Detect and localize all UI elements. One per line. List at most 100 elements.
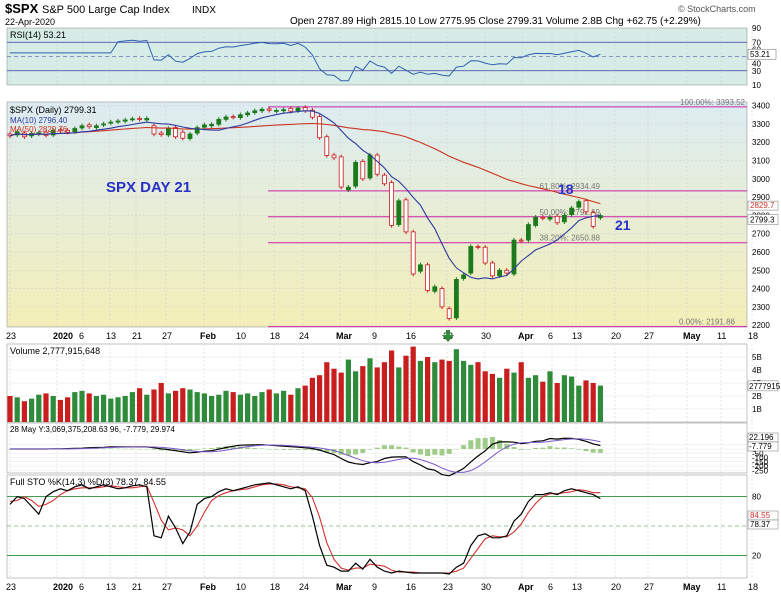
x-tick-label: 11 [717, 331, 726, 341]
volume-bar [230, 392, 236, 422]
macd-hist-bar [345, 449, 351, 456]
macd-tick-label: -100 [752, 454, 769, 463]
volume-bar [43, 393, 49, 422]
macd-hist-bar [583, 449, 589, 452]
ma50-legend: MA(50) 2829.76 [10, 125, 68, 134]
candle-body [410, 231, 416, 275]
macd-hist-bar [525, 449, 531, 450]
volume-bar [165, 393, 171, 422]
volume-bar [309, 377, 315, 422]
volume-bar [79, 390, 85, 422]
candle-body [374, 154, 380, 175]
candle-body [50, 129, 56, 136]
volume-bar [317, 375, 323, 422]
macd-hist-bar [561, 447, 567, 449]
x-tick-label-bottom: 18 [748, 582, 758, 592]
candle-body [324, 136, 330, 156]
candle-body [453, 279, 459, 319]
day-count-label: SPX DAY 21 [106, 179, 191, 196]
candle-body [345, 186, 351, 191]
count-21-label: 21 [615, 217, 631, 233]
volume-bar [590, 383, 596, 422]
x-tick-label-bottom: Apr [518, 582, 534, 592]
count-18-label: 18 [558, 181, 574, 197]
volume-bar [194, 392, 200, 422]
macd-tick-label: -250 [752, 466, 769, 475]
macd-hist-bar [360, 449, 366, 453]
x-tick-label: May [683, 331, 701, 341]
candle-body [108, 121, 114, 124]
volume-bar [547, 371, 553, 422]
rsi-tick-label: 40 [752, 60, 761, 69]
candle-body [309, 109, 315, 118]
candle-body [518, 239, 524, 242]
x-tick-label-bottom: 6 [79, 582, 84, 592]
macd-hist-bar [410, 449, 416, 453]
candle-body [439, 288, 445, 308]
sto-title: Full STO %K(14,3) %D(3) 78.37, 84.55 [10, 477, 166, 487]
candle-body [489, 262, 495, 277]
candle-body [223, 116, 229, 120]
x-tick-label: 16 [406, 331, 416, 341]
x-tick-label-bottom: 9 [372, 582, 377, 592]
volume-bar [295, 388, 301, 422]
volume-bar [576, 385, 582, 422]
candle-body [115, 120, 121, 123]
candle-body [65, 129, 70, 133]
macd-hist-bar [511, 447, 517, 449]
price-tick-label: 2400 [752, 285, 770, 294]
macd-hist-bar [446, 449, 452, 454]
volume-bar [223, 390, 229, 422]
volume-bar [173, 390, 179, 422]
candle-body [338, 156, 344, 188]
x-tick-label-bottom: 30 [481, 582, 491, 592]
x-tick-label: 18 [748, 331, 758, 341]
volume-bars [7, 346, 603, 422]
volume-tick-label: 5B [752, 353, 762, 362]
x-tick-label: 24 [299, 331, 309, 341]
macd-hist-bar [533, 447, 539, 449]
volume-bar [137, 388, 143, 422]
x-tick-label-bottom: 11 [717, 582, 726, 592]
index-name: S&P 500 Large Cap Index [42, 4, 170, 16]
volume-bar [360, 366, 366, 422]
fib-label: 61.80%: 2934.49 [540, 182, 601, 191]
candle-body [396, 200, 402, 225]
macd-title: 28 May Y:3,069,375,208.63 96, -7.779, 29… [10, 425, 175, 434]
macd-hist-bar [324, 449, 330, 453]
volume-bar [389, 350, 395, 422]
price-tick-label: 3400 [752, 102, 770, 111]
candle-body [569, 207, 574, 215]
volume-bar [122, 396, 128, 422]
ma-current-label: 2829.7 [750, 201, 775, 210]
ma-current-box [747, 200, 779, 211]
volume-bar [266, 389, 272, 422]
candle-body [381, 174, 387, 185]
candle-body [367, 154, 373, 179]
candle-body [216, 118, 222, 125]
rsi-panel [6, 27, 748, 86]
volume-bar [72, 392, 78, 422]
candle-body [295, 107, 301, 112]
volume-bar [14, 397, 20, 422]
volume-bar [554, 383, 560, 422]
chart-header: $SPX S&P 500 Large Cap Index INDX 22-Apr… [5, 1, 756, 27]
candle-body [165, 128, 171, 136]
x-tick-label-bottom: 27 [644, 582, 654, 592]
macd-hist-bar [259, 448, 265, 450]
candle-body [317, 116, 323, 139]
volume-bar [561, 375, 567, 422]
x-tick-label-bottom: 16 [406, 582, 416, 592]
candle-body [266, 108, 272, 111]
candle-body [331, 154, 337, 159]
macd-hist-bar [576, 449, 582, 450]
volume-bar [504, 368, 510, 422]
macd-hist-bar [554, 447, 560, 449]
macd-hist-bar [597, 449, 603, 453]
macd-series [7, 436, 603, 477]
volume-bar [597, 385, 603, 422]
candle-body [446, 308, 452, 319]
candle-body [173, 127, 179, 138]
candle-body [432, 286, 438, 292]
candle-body [475, 246, 481, 248]
